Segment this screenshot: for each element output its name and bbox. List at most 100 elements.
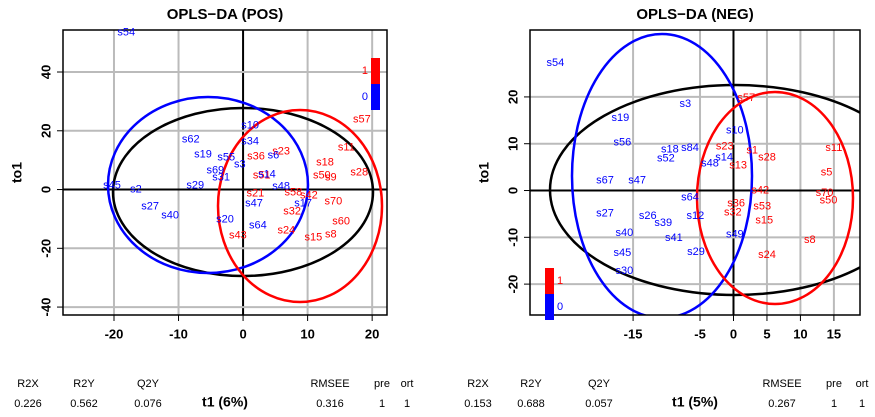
point-label: s14 <box>258 168 276 180</box>
y-tick-label: 20 <box>505 90 520 104</box>
chart-title: OPLS−DA (NEG) <box>636 6 753 23</box>
point-label: s57 <box>353 114 371 126</box>
point-label: s53 <box>753 200 771 212</box>
legend-label: 0 <box>362 91 368 103</box>
point-label: s40 <box>616 227 634 239</box>
y-tick-label: -20 <box>38 239 53 258</box>
ellipse-group-1 <box>695 90 855 306</box>
point-label: s5 <box>821 167 833 179</box>
x-tick-label: -15 <box>624 326 643 341</box>
point-label: s41 <box>665 232 683 244</box>
ellipse-group-0 <box>570 32 754 315</box>
stat-value: 0.562 <box>70 398 98 410</box>
x-tick-label: 0 <box>730 326 737 341</box>
point-label: s19 <box>611 112 629 124</box>
y-tick-label: 0 <box>505 187 520 194</box>
point-label: s18 <box>316 156 334 168</box>
point-label: s29 <box>186 179 204 191</box>
point-label: s70 <box>816 187 834 199</box>
x-tick-label: 0 <box>239 326 246 341</box>
point-label: s10 <box>241 119 259 131</box>
point-label: s70 <box>325 195 343 207</box>
point-label: s39 <box>654 217 672 229</box>
point-label: s26 <box>639 210 657 222</box>
plot-border <box>529 29 861 316</box>
stat-label: R2X <box>17 378 39 390</box>
x-axis-label: t1 (6%) <box>202 394 248 410</box>
stat-value: 0.076 <box>134 398 162 410</box>
stat-value: 1 <box>379 398 385 410</box>
x-tick-label: 10 <box>793 326 807 341</box>
point-label: s50 <box>820 194 838 206</box>
point-label: s8 <box>804 234 816 246</box>
legend-label: 0 <box>557 301 563 313</box>
point-label: s45 <box>103 179 121 191</box>
x-tick-label: 20 <box>365 326 379 341</box>
stat-value: 0.057 <box>585 398 613 410</box>
point-label: s64 <box>681 191 699 203</box>
point-label: s48 <box>701 158 719 170</box>
point-label: s32 <box>283 205 301 217</box>
stat-value: 0.316 <box>316 398 344 410</box>
stat-label: RMSEE <box>762 378 801 390</box>
point-label: s21 <box>246 188 264 200</box>
ellipse-group-1 <box>216 108 384 304</box>
stat-label: ort <box>401 378 414 390</box>
point-label: s17 <box>294 198 312 210</box>
point-label: s45 <box>613 247 631 259</box>
stat-value: 0.153 <box>464 398 492 410</box>
point-label: s27 <box>141 200 159 212</box>
point-label: s48 <box>272 181 290 193</box>
stat-label: Q2Y <box>588 378 611 390</box>
x-axis-label: t1 (5%) <box>672 394 718 410</box>
y-axis-label: to1 <box>476 162 492 183</box>
point-label: s55 <box>217 151 235 163</box>
point-label: s11 <box>338 141 355 153</box>
point-label: s67 <box>596 175 614 187</box>
y-tick-label: -10 <box>505 228 520 247</box>
point-label: s14 <box>715 152 733 164</box>
stat-value: 0.688 <box>517 398 545 410</box>
stat-label: Q2Y <box>137 378 160 390</box>
plot-border <box>62 29 388 316</box>
point-label: s50 <box>313 169 331 181</box>
x-tick-label: -5 <box>694 326 706 341</box>
point-label: s36 <box>247 151 265 163</box>
point-label: s11 <box>825 142 842 154</box>
point-label: s24 <box>277 224 295 236</box>
point-label: s27 <box>596 207 614 219</box>
point-label: s20 <box>216 213 234 225</box>
point-label: s42 <box>300 189 318 201</box>
point-label: s18 <box>661 144 679 156</box>
point-label: s19 <box>194 148 212 160</box>
stat-label: R2Y <box>73 378 95 390</box>
point-label: s1 <box>746 145 758 157</box>
x-tick-label: -10 <box>169 326 188 341</box>
stat-value: 0.267 <box>768 398 796 410</box>
legend-swatch <box>371 84 380 110</box>
point-label: s49 <box>726 228 744 240</box>
point-label: s28 <box>758 152 776 164</box>
point-label: s34 <box>241 136 259 148</box>
point-label: s84 <box>681 142 699 154</box>
point-label: s28 <box>350 166 368 178</box>
ellipse-group-0 <box>106 95 310 275</box>
point-label: s69 <box>206 164 224 176</box>
legend-swatch <box>371 58 380 84</box>
stat-label: RMSEE <box>310 378 349 390</box>
point-label: s6 <box>268 149 280 161</box>
x-tick-label: 15 <box>827 326 841 341</box>
legend-swatch <box>545 294 554 320</box>
point-label: s23 <box>272 146 290 158</box>
y-axis-label: to1 <box>9 162 25 183</box>
stat-label: pre <box>374 378 390 390</box>
legend-label: 1 <box>557 275 563 287</box>
point-label: s64 <box>249 219 267 231</box>
point-label: s40 <box>161 209 179 221</box>
grid <box>63 30 387 315</box>
point-label: s42 <box>751 184 769 196</box>
y-tick-label: -40 <box>38 298 53 317</box>
